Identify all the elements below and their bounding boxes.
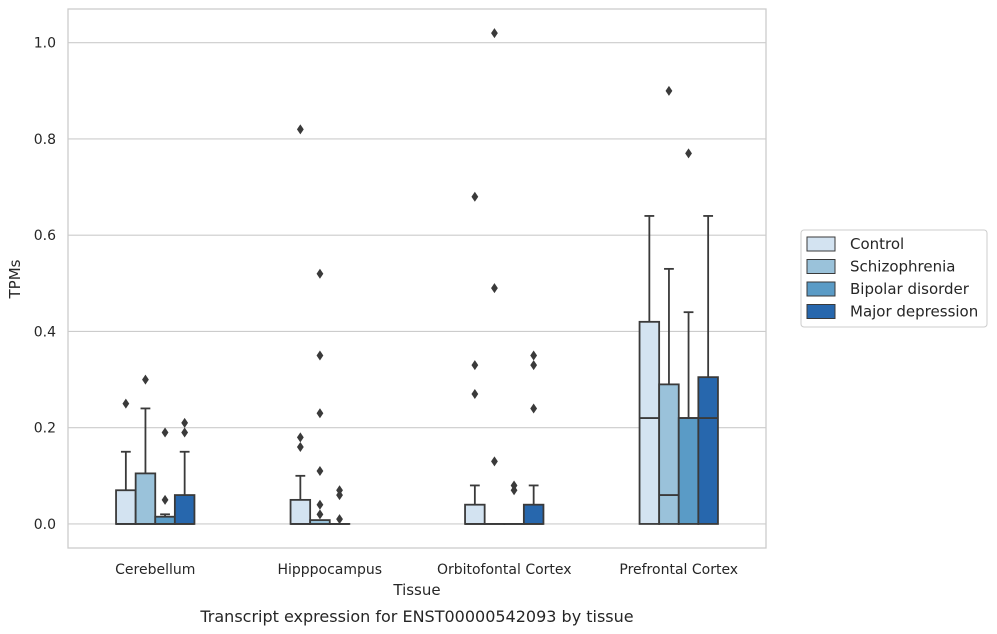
outlier-point xyxy=(665,85,673,96)
legend-label: Major depression xyxy=(850,303,978,321)
box-0-1 xyxy=(134,374,157,525)
outlier-point xyxy=(161,427,169,438)
outlier-point xyxy=(491,28,498,39)
outlier-point xyxy=(181,417,189,428)
outlier-point xyxy=(336,514,343,525)
x-tick-label: Hipppocampus xyxy=(277,562,382,578)
outlier-point xyxy=(316,466,324,476)
legend: Control Schizophrenia Bipolar disorder Majo… xyxy=(800,229,988,328)
outlier-point xyxy=(471,360,479,371)
outlier-point xyxy=(491,283,498,294)
outlier-point xyxy=(142,374,149,385)
y-tick-labels: 0.0 0.2 0.4 0.6 0.8 1.0 xyxy=(34,36,56,533)
y-tick-label: 0.0 xyxy=(34,517,56,533)
outlier-point xyxy=(122,398,130,409)
outlier-point xyxy=(491,456,498,467)
legend-swatch xyxy=(806,259,836,274)
legend-items: Control Schizophrenia Bipolar disorder Majo… xyxy=(806,235,978,321)
legend-swatch xyxy=(806,281,836,297)
y-tick-label: 0.8 xyxy=(34,132,56,148)
outlier-point xyxy=(336,485,343,496)
box-body xyxy=(289,498,312,525)
outlier-point xyxy=(316,408,324,419)
box-body xyxy=(173,494,196,525)
legend-frame xyxy=(800,229,988,328)
box-body xyxy=(522,503,545,525)
box-body xyxy=(115,489,137,525)
y-tick-label: 1.0 xyxy=(34,36,56,52)
x-tick-label: Orbitofontal Cortex xyxy=(437,562,572,578)
outlier-point xyxy=(685,148,692,159)
box-3-0 xyxy=(638,215,661,525)
box-body xyxy=(677,417,700,525)
box-1-2 xyxy=(328,485,351,525)
x-tick-label: Cerebellum xyxy=(115,562,195,578)
outlier-point xyxy=(316,350,324,361)
outlier-point xyxy=(316,268,324,279)
legend-label: Bipolar disorder xyxy=(850,280,970,298)
x-axis-label: Tissue xyxy=(392,581,440,599)
outlier-point xyxy=(316,499,324,510)
outlier-point xyxy=(530,350,538,361)
box-2-0 xyxy=(464,191,486,525)
outlier-point xyxy=(181,427,189,438)
legend-label: Control xyxy=(850,235,904,253)
outlier-point xyxy=(316,509,324,520)
box-body xyxy=(134,472,157,525)
plot-boxes xyxy=(115,28,719,525)
outlier-point xyxy=(471,191,479,202)
box-body xyxy=(638,320,661,525)
plot-frame xyxy=(67,8,767,549)
box-body xyxy=(154,515,176,525)
y-axis-label: TPMs xyxy=(6,259,24,299)
legend-label: Schizophrenia xyxy=(850,258,955,276)
box-body xyxy=(697,376,719,525)
outlier-point xyxy=(510,480,518,491)
y-tick-label: 0.4 xyxy=(34,324,56,340)
x-tick-label: Prefrontal Cortex xyxy=(619,562,738,578)
legend-swatch xyxy=(806,236,836,252)
outlier-point xyxy=(296,432,304,443)
box-body xyxy=(658,383,680,525)
y-tick-label: 0.6 xyxy=(34,228,56,244)
outlier-point xyxy=(530,360,538,371)
x-tick-labels: Cerebellum Hipppocampus Orbitofontal Corte… xyxy=(115,562,738,578)
outlier-point xyxy=(530,403,538,414)
box-1-1 xyxy=(309,268,331,525)
outlier-point xyxy=(296,441,304,452)
outlier-point xyxy=(471,389,479,399)
box-3-3 xyxy=(697,215,719,525)
box-3-2 xyxy=(677,148,700,525)
box-body xyxy=(464,503,486,525)
box-2-3 xyxy=(522,350,545,525)
box-0-0 xyxy=(115,398,137,525)
chart-caption: Transcript expression for ENST0000054209… xyxy=(199,607,633,626)
box-3-1 xyxy=(658,85,680,525)
legend-swatch xyxy=(806,304,836,319)
y-tick-label: 0.2 xyxy=(34,421,56,437)
box-0-3 xyxy=(173,417,196,525)
outlier-point xyxy=(296,124,304,135)
outlier-point xyxy=(161,494,169,505)
box-1-0 xyxy=(289,124,312,525)
